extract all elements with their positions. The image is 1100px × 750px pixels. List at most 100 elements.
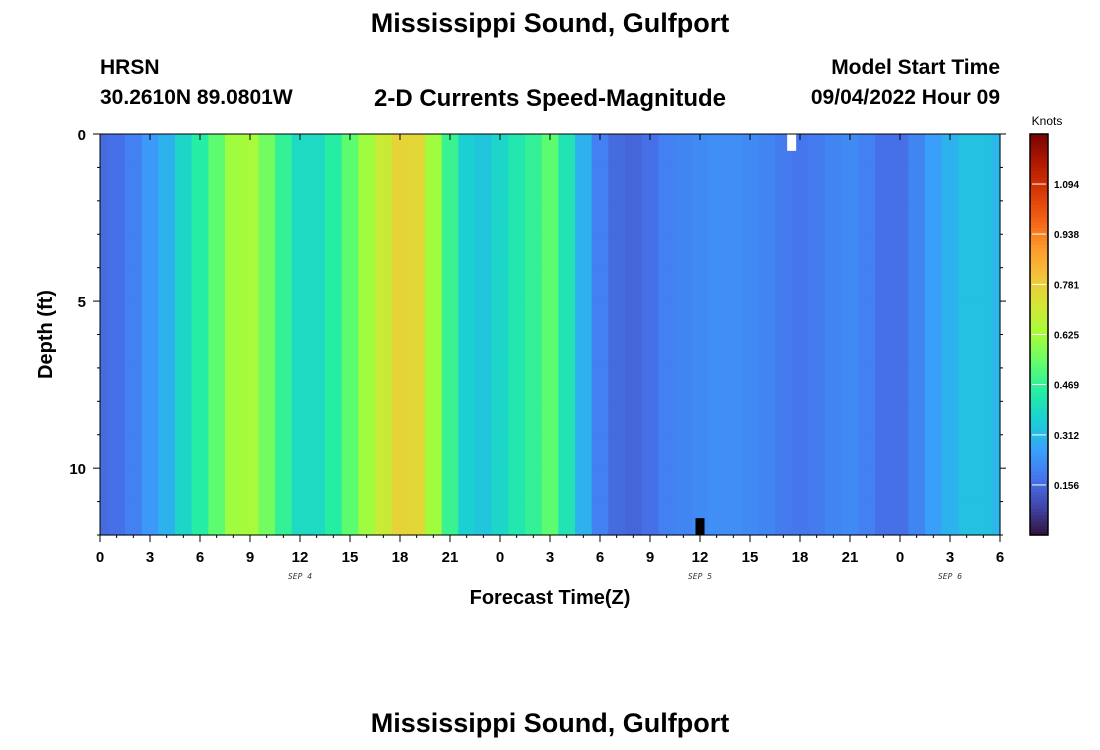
- colorbar-segment: [1030, 521, 1048, 526]
- heatmap-cell: [641, 234, 659, 269]
- colorbar-segment: [1030, 331, 1048, 336]
- colorbar-segment: [1030, 374, 1048, 379]
- heatmap-cell: [575, 501, 593, 536]
- heatmap-cell: [875, 367, 893, 402]
- heatmap-cell: [591, 134, 609, 169]
- colorbar-segment: [1030, 234, 1048, 239]
- heatmap-cell: [808, 167, 826, 202]
- heatmap-cell: [558, 200, 576, 235]
- colorbar-segment: [1030, 438, 1048, 443]
- heatmap-cell: [175, 334, 193, 369]
- heatmap-cell: [441, 401, 459, 436]
- heatmap-cell: [575, 468, 593, 503]
- heatmap-cell: [325, 501, 343, 536]
- heatmap-cell: [391, 267, 409, 302]
- heatmap-cell: [191, 501, 209, 536]
- station-id: HRSN: [100, 56, 160, 79]
- heatmap-cell: [491, 367, 509, 402]
- heatmap-cell: [658, 134, 676, 169]
- heatmap-cell: [100, 401, 109, 436]
- y-tick-label: 10: [69, 461, 86, 478]
- heatmap-cell: [375, 267, 393, 302]
- heatmap-cell: [325, 200, 343, 235]
- heatmap-cell: [525, 267, 543, 302]
- heatmap-cell: [208, 501, 226, 536]
- heatmap-cell: [125, 167, 143, 202]
- colorbar-segment: [1030, 327, 1048, 332]
- heatmap-cell: [325, 334, 343, 369]
- date-label: SEP 6: [938, 572, 962, 581]
- heatmap-cell: [675, 200, 693, 235]
- heatmap-cell: [725, 401, 743, 436]
- heatmap-cell: [475, 134, 493, 169]
- heatmap-cell: [341, 434, 359, 469]
- colorbar-segment: [1030, 498, 1048, 503]
- colorbar-segment: [1030, 307, 1048, 312]
- heatmap-cell: [825, 200, 843, 235]
- heatmap-cell: [191, 234, 209, 269]
- heatmap-cell: [425, 167, 443, 202]
- heatmap-cell: [241, 468, 259, 503]
- heatmap-cell: [808, 501, 826, 536]
- colorbar-segment: [1030, 220, 1048, 225]
- heatmap-cell: [775, 267, 793, 302]
- heatmap-cell: [141, 234, 159, 269]
- heatmap-cell: [708, 134, 726, 169]
- colorbar-segment: [1030, 468, 1048, 473]
- heatmap-cell: [225, 434, 243, 469]
- x-tick-label: 0: [496, 549, 504, 566]
- heatmap-cell: [191, 267, 209, 302]
- y-axis-label: Depth (ft): [35, 290, 57, 379]
- heatmap-cell: [875, 401, 893, 436]
- heatmap-cell: [325, 401, 343, 436]
- heatmap-cell: [658, 267, 676, 302]
- heatmap-cell: [775, 334, 793, 369]
- x-axis-label: Forecast Time(Z): [470, 587, 631, 609]
- heatmap-cell: [975, 301, 993, 336]
- heatmap-cell: [958, 501, 976, 536]
- heatmap-cell: [275, 167, 293, 202]
- heatmap-cell: [641, 434, 659, 469]
- heatmap-cell: [608, 234, 626, 269]
- heatmap-cell: [341, 234, 359, 269]
- heatmap-cell: [941, 301, 959, 336]
- heatmap-cell: [758, 167, 776, 202]
- heatmap-cell: [991, 134, 1001, 169]
- heatmap-cell: [125, 334, 143, 369]
- colorbar-segment: [1030, 297, 1048, 302]
- heatmap-cell: [108, 134, 126, 169]
- heatmap-cell: [241, 267, 259, 302]
- heatmap-cell: [525, 434, 543, 469]
- heatmap-cell: [675, 501, 693, 536]
- heatmap-cell: [475, 267, 493, 302]
- heatmap-cell: [675, 367, 693, 402]
- heatmap-cell: [891, 267, 909, 302]
- heatmap-cell: [708, 301, 726, 336]
- colorbar-segment: [1030, 524, 1048, 529]
- heatmap-cell: [908, 334, 926, 369]
- heatmap-cell: [541, 134, 559, 169]
- x-tick-label: 18: [792, 549, 809, 566]
- colorbar-segment: [1030, 508, 1048, 513]
- heatmap-cell: [491, 301, 509, 336]
- heatmap-cell: [641, 200, 659, 235]
- heatmap-cell: [158, 134, 176, 169]
- heatmap-cell: [391, 401, 409, 436]
- heatmap-cell: [758, 134, 776, 169]
- heatmap-cell: [491, 501, 509, 536]
- heatmap-cell: [675, 234, 693, 269]
- heatmap-cell: [125, 401, 143, 436]
- heatmap-cell: [691, 200, 709, 235]
- colorbar-segment: [1030, 311, 1048, 316]
- heatmap-cell: [158, 401, 176, 436]
- heatmap-cell: [341, 367, 359, 402]
- heatmap-cell: [691, 267, 709, 302]
- x-tick-label: 15: [342, 549, 359, 566]
- heatmap-cell: [841, 334, 859, 369]
- heatmap-cell: [525, 401, 543, 436]
- heatmap-cell: [325, 267, 343, 302]
- x-tick-label: 12: [692, 549, 709, 566]
- heatmap-cell: [408, 401, 426, 436]
- heatmap-cell: [991, 434, 1001, 469]
- heatmap-cell: [925, 267, 943, 302]
